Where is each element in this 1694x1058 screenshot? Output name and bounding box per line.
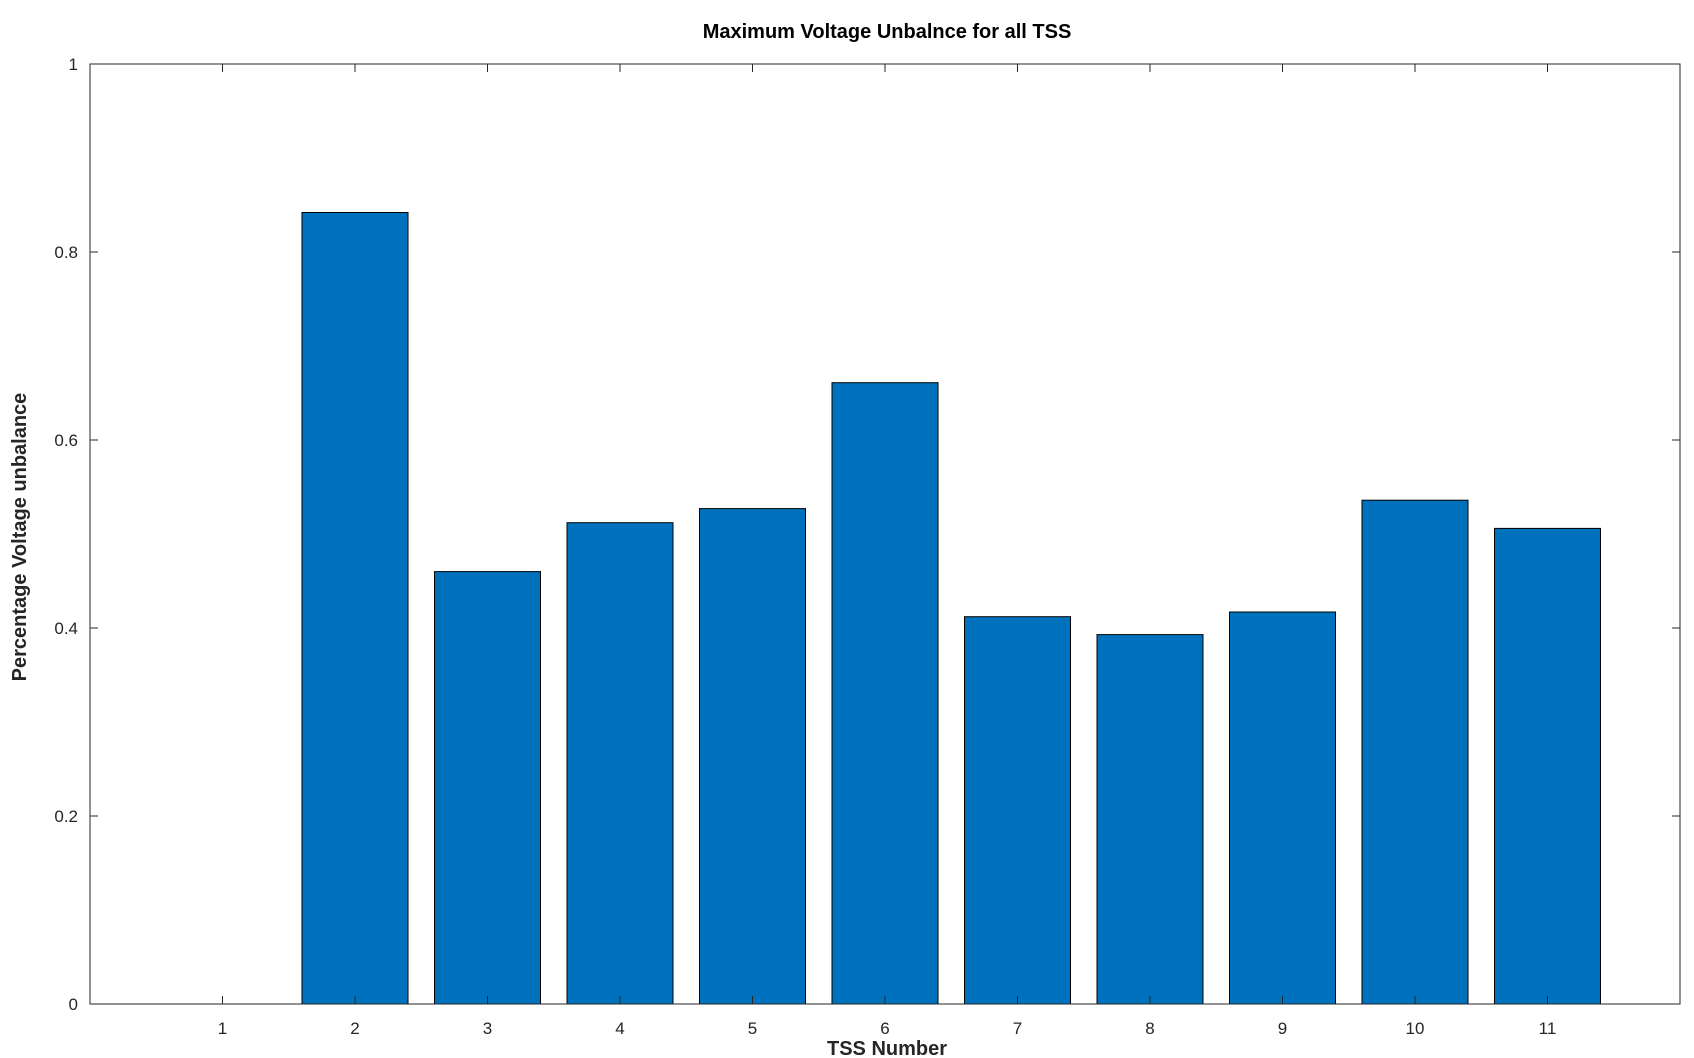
y-axis-label: Percentage Voltage unbalance <box>9 393 31 682</box>
x-tick-label-5: 5 <box>748 1019 757 1038</box>
bar-tss-8 <box>1096 634 1204 1005</box>
x-tick-label-9: 9 <box>1278 1019 1287 1038</box>
y-tick-label-1: 1 <box>69 55 78 74</box>
x-tick-label-4: 4 <box>615 1019 624 1038</box>
y-tick-label-0: 0 <box>69 995 78 1014</box>
x-tick-label-1: 1 <box>218 1019 227 1038</box>
bar-tss-9 <box>1229 611 1336 1005</box>
bars-group <box>301 212 1601 1005</box>
x-tick-label-2: 2 <box>350 1019 359 1038</box>
bar-tss-10 <box>1361 499 1469 1005</box>
bar-tss-3 <box>434 571 541 1005</box>
x-axis-label: TSS Number <box>827 1038 947 1058</box>
y-tick-label-0.6: 0.6 <box>54 431 78 450</box>
y-tick-labels: 0 0.2 0.4 0.6 0.8 1 <box>54 55 78 1014</box>
x-tick-label-3: 3 <box>483 1019 492 1038</box>
y-tick-label-0.4: 0.4 <box>54 619 78 638</box>
x-tick-label-10: 10 <box>1406 1019 1425 1038</box>
axis-ticks-group <box>90 63 1680 1005</box>
x-tick-label-7: 7 <box>1013 1019 1022 1038</box>
y-tick-label-0.8: 0.8 <box>54 243 78 262</box>
bar-tss-7 <box>964 616 1071 1005</box>
bar-tss-11 <box>1494 527 1601 1005</box>
x-tick-label-11: 11 <box>1539 1019 1557 1038</box>
y-tick-label-0.2: 0.2 <box>54 807 78 826</box>
bar-tss-5 <box>699 508 806 1005</box>
chart-title: Maximum Voltage Unbalnce for all TSS <box>703 21 1072 43</box>
bar-tss-6 <box>831 382 939 1005</box>
bar-tss-4 <box>566 522 674 1005</box>
x-tick-label-6: 6 <box>880 1019 889 1038</box>
x-tick-labels: 1 2 3 4 5 6 7 8 9 10 11 <box>218 1019 1557 1038</box>
x-tick-label-8: 8 <box>1145 1019 1154 1038</box>
bar-tss-2 <box>301 212 409 1005</box>
